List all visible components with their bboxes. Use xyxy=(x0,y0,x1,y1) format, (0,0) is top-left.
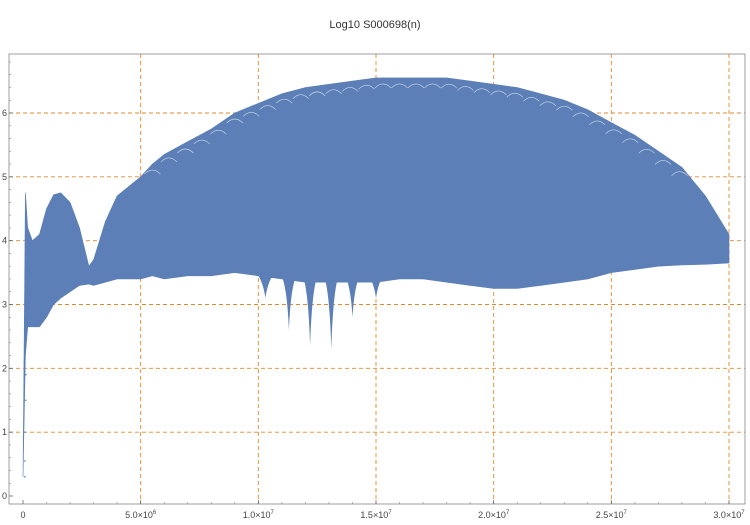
texture-arc xyxy=(506,92,524,98)
series-dip xyxy=(256,272,275,299)
texture-arc xyxy=(341,87,359,92)
chart-title: Log10 S000698(n) xyxy=(329,19,420,31)
texture-arc xyxy=(243,112,260,117)
texture-arc xyxy=(160,157,178,163)
x-tick-label: 1.5×107 xyxy=(360,510,392,520)
texture-arc xyxy=(308,91,326,97)
x-tick-label: 5.0×106 xyxy=(125,510,157,520)
x-tick-label: 0 xyxy=(20,510,25,520)
texture-arc xyxy=(226,118,244,124)
texture-arc xyxy=(276,98,293,104)
texture-arc xyxy=(621,138,639,144)
y-tick-label: 6 xyxy=(2,108,7,118)
texture-arc xyxy=(424,83,441,89)
texture-arc xyxy=(605,129,622,135)
texture-arc xyxy=(193,139,211,145)
texture-arc xyxy=(440,83,458,89)
texture-arc xyxy=(407,83,425,89)
y-tick-label: 0 xyxy=(2,491,7,501)
texture-arc xyxy=(210,129,227,135)
texture-arc xyxy=(391,83,408,89)
y-tick-label: 1 xyxy=(2,427,7,437)
series-point xyxy=(24,431,26,433)
texture-arc xyxy=(358,84,375,90)
series-point xyxy=(24,460,26,462)
series-texture xyxy=(144,83,688,176)
series-point xyxy=(24,476,26,478)
texture-arc xyxy=(671,171,688,176)
texture-arc xyxy=(144,169,161,175)
series-dip xyxy=(322,272,341,350)
texture-arc xyxy=(638,149,655,154)
y-tick-label: 3 xyxy=(2,300,7,310)
texture-arc xyxy=(259,105,276,110)
texture-arc xyxy=(539,101,557,106)
series-dip xyxy=(367,272,385,299)
series-point xyxy=(24,399,27,402)
series-dip xyxy=(279,272,298,330)
series-point xyxy=(25,373,27,376)
texture-arc xyxy=(325,89,342,94)
y-tick-label: 4 xyxy=(2,236,7,246)
x-tick-label: 2.5×107 xyxy=(596,510,628,520)
axes: 0 1 2 3 4 5 6 0 5.0×106 1.0×107 1.5×107 2.0×107 2.5×… xyxy=(2,61,745,520)
x-tick-label: 3.0×107 xyxy=(713,510,745,520)
texture-arc xyxy=(177,148,194,154)
x-tick-label: 2.0×107 xyxy=(478,510,510,520)
texture-arc xyxy=(457,86,474,91)
texture-arc xyxy=(654,160,672,165)
texture-arc xyxy=(589,120,606,126)
texture-arc xyxy=(523,96,540,102)
series-dip xyxy=(343,272,362,318)
texture-arc xyxy=(374,83,392,89)
texture-arc xyxy=(292,94,309,99)
series-layer xyxy=(22,77,730,478)
texture-arc xyxy=(473,88,491,93)
y-tick-label: 5 xyxy=(2,172,7,182)
texture-arc xyxy=(556,105,573,111)
series-dip xyxy=(301,272,320,346)
texture-arc xyxy=(490,90,507,96)
texture-arc xyxy=(572,112,589,118)
x-tick-label: 1.0×107 xyxy=(243,510,275,520)
y-tick-label: 2 xyxy=(2,363,7,373)
